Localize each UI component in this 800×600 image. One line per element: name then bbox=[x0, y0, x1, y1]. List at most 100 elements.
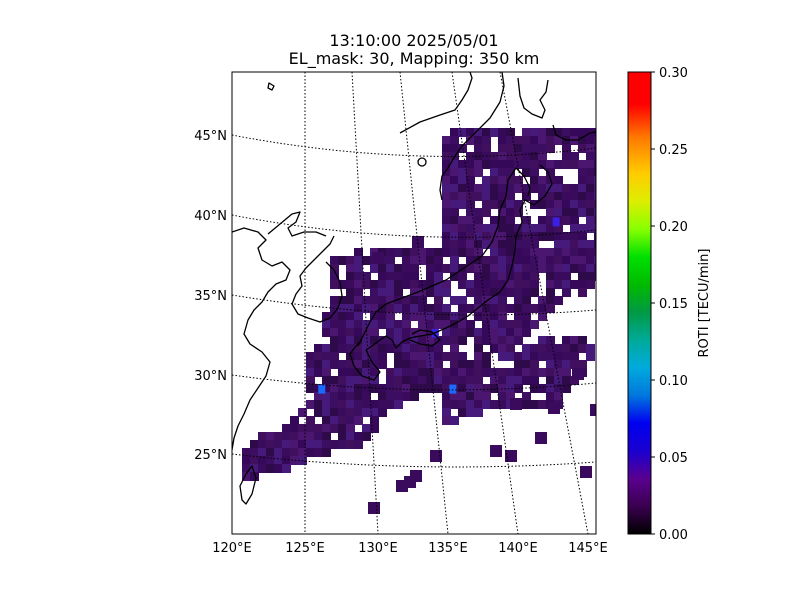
roti-pixel bbox=[498, 384, 507, 393]
roti-pixel bbox=[578, 288, 587, 297]
roti-pixel bbox=[346, 320, 355, 329]
roti-pixel bbox=[368, 502, 380, 514]
roti-pixel bbox=[346, 256, 355, 265]
roti-pixel bbox=[586, 208, 595, 217]
roti-pixel bbox=[354, 336, 363, 345]
roti-pixel bbox=[586, 136, 595, 145]
roti-pixel bbox=[554, 136, 563, 145]
roti-pixel bbox=[554, 296, 563, 305]
roti-pixel bbox=[442, 304, 451, 313]
roti-pixel bbox=[482, 240, 491, 249]
roti-pixel bbox=[498, 272, 507, 281]
roti-pixel bbox=[330, 328, 339, 337]
roti-pixel bbox=[474, 376, 483, 385]
roti-pixel bbox=[530, 184, 539, 193]
parallel-35 bbox=[232, 294, 596, 316]
roti-pixel bbox=[442, 400, 451, 409]
roti-pixel bbox=[514, 136, 523, 145]
roti-pixel bbox=[354, 384, 363, 393]
map-frame bbox=[231, 71, 597, 535]
roti-pixel bbox=[434, 352, 443, 361]
roti-pixel bbox=[570, 232, 579, 241]
roti-pixel bbox=[394, 352, 403, 361]
roti-pixel bbox=[378, 352, 387, 361]
roti-pixel bbox=[554, 224, 563, 233]
roti-pixel bbox=[538, 304, 547, 313]
roti-pixel bbox=[538, 336, 547, 345]
roti-pixel bbox=[498, 296, 507, 305]
roti-pixel bbox=[530, 152, 539, 161]
roti-pixel bbox=[394, 248, 403, 257]
coast-honshu-pacific bbox=[365, 164, 553, 351]
roti-pixel bbox=[306, 400, 315, 409]
roti-pixel bbox=[306, 360, 315, 369]
roti-pixel bbox=[562, 384, 571, 393]
meridian-140 bbox=[451, 72, 519, 534]
roti-pixel bbox=[330, 256, 339, 265]
roti-pixel bbox=[530, 280, 539, 289]
roti-pixel bbox=[570, 248, 579, 257]
roti-pixel bbox=[394, 360, 403, 369]
roti-pixel bbox=[394, 320, 403, 329]
roti-pixel bbox=[338, 432, 347, 441]
roti-pixel bbox=[418, 248, 427, 257]
roti-pixel bbox=[418, 344, 427, 353]
roti-pixel bbox=[522, 192, 531, 201]
roti-pixel bbox=[354, 312, 363, 321]
roti-pixel bbox=[514, 376, 523, 385]
roti-pixel bbox=[578, 160, 587, 169]
roti-pixel bbox=[522, 240, 531, 249]
roti-pixel bbox=[362, 280, 371, 289]
roti-pixel bbox=[522, 288, 531, 297]
roti-pixel bbox=[546, 280, 555, 289]
roti-pixel bbox=[306, 448, 315, 457]
roti-pixel bbox=[394, 392, 403, 401]
roti-pixel bbox=[506, 328, 515, 337]
roti-pixel bbox=[430, 450, 442, 462]
roti-pixel bbox=[418, 336, 427, 345]
roti-pixel bbox=[514, 224, 523, 233]
roti-pixel bbox=[482, 232, 491, 241]
roti-pixel bbox=[354, 264, 363, 273]
roti-pixel bbox=[466, 240, 475, 249]
roti-pixel bbox=[450, 224, 459, 233]
roti-pixel bbox=[490, 312, 499, 321]
roti-pixel bbox=[578, 136, 587, 145]
roti-pixel bbox=[402, 248, 411, 257]
roti-pixel bbox=[466, 128, 475, 137]
roti-pixel bbox=[434, 304, 443, 313]
roti-pixel bbox=[458, 176, 467, 185]
roti-pixel bbox=[498, 216, 507, 225]
graticule bbox=[232, 72, 596, 534]
roti-pixel bbox=[338, 440, 347, 449]
roti-hotspot bbox=[431, 328, 439, 338]
roti-pixel bbox=[498, 368, 507, 377]
roti-pixel bbox=[466, 288, 475, 297]
roti-pixel bbox=[562, 232, 571, 241]
roti-pixel bbox=[250, 448, 259, 457]
roti-pixel bbox=[498, 400, 507, 409]
coast-sakhalin bbox=[517, 77, 549, 119]
roti-pixel bbox=[450, 232, 459, 241]
roti-pixel bbox=[506, 168, 515, 177]
roti-pixel bbox=[482, 208, 491, 217]
roti-pixel bbox=[322, 416, 331, 425]
colorbar-ticks bbox=[651, 71, 655, 535]
roti-pixel bbox=[506, 272, 515, 281]
roti-pixel bbox=[530, 136, 539, 145]
roti-pixel bbox=[258, 464, 267, 473]
roti-pixel bbox=[418, 384, 427, 393]
roti-pixel bbox=[546, 352, 555, 361]
roti-pixel bbox=[546, 200, 555, 209]
roti-pixel bbox=[514, 248, 523, 257]
roti-pixel bbox=[482, 400, 491, 409]
roti-pixel bbox=[346, 440, 355, 449]
roti-pixel bbox=[594, 232, 596, 241]
roti-pixel bbox=[506, 368, 515, 377]
roti-pixel bbox=[514, 152, 523, 161]
roti-pixel bbox=[546, 304, 555, 313]
roti-pixel bbox=[538, 128, 547, 137]
roti-pixel bbox=[322, 312, 331, 321]
roti-pixel bbox=[338, 320, 347, 329]
roti-pixel bbox=[594, 216, 596, 225]
